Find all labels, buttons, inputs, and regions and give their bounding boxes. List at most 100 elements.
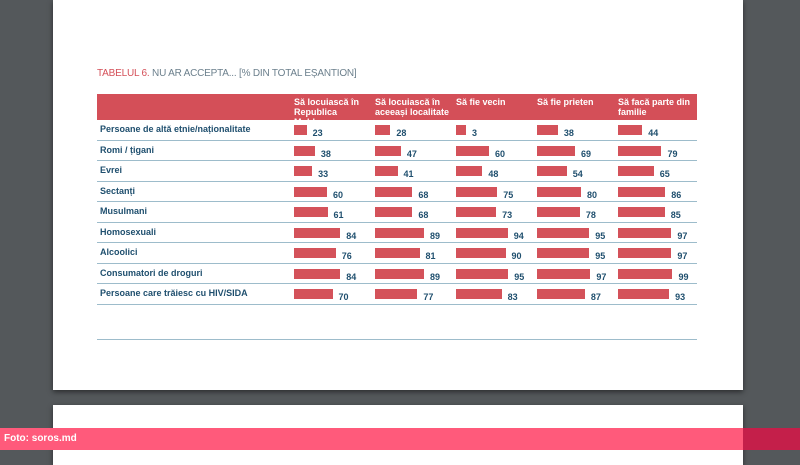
value-bar <box>618 289 670 299</box>
column-header: Să locuiască în aceeași localitate <box>375 97 450 117</box>
value-bar <box>537 289 585 299</box>
value-label: 95 <box>595 230 606 241</box>
value-label: 93 <box>675 292 686 302</box>
table-row: Homosexuali 84 89 94 95 97 <box>97 223 697 243</box>
table-row: Consumatori de droguri 84 89 95 97 99 <box>97 264 697 284</box>
value-label: 90 <box>511 251 522 261</box>
value-label: 76 <box>341 251 352 261</box>
value-bar <box>618 166 654 176</box>
value-bar <box>618 227 672 238</box>
value-bar <box>456 289 502 299</box>
value-bar <box>375 145 401 156</box>
table-row: Sectanți 60 68 75 80 86 <box>97 182 697 202</box>
value-label: 87 <box>590 292 601 302</box>
value-label: 47 <box>406 148 417 159</box>
value-bar <box>618 268 673 279</box>
value-bar <box>456 268 509 279</box>
value-bar <box>375 227 424 238</box>
value-label: 97 <box>677 230 688 241</box>
column-header: Să fie prieten <box>537 97 594 107</box>
value-bar <box>618 145 662 156</box>
value-label: 41 <box>403 169 414 179</box>
value-bar <box>294 145 315 156</box>
value-bar <box>456 227 508 238</box>
value-label: 69 <box>580 148 591 159</box>
value-bar <box>375 166 398 176</box>
row-label: Romi / țigani <box>100 144 154 155</box>
column-header: Să facă parte din familie <box>618 97 691 117</box>
value-bar <box>456 145 489 156</box>
value-label: 86 <box>671 189 682 200</box>
value-bar <box>618 125 643 135</box>
value-label: 33 <box>318 169 329 179</box>
value-bar <box>375 289 418 299</box>
caption-bar-accent <box>743 428 800 450</box>
value-label: 94 <box>513 230 524 241</box>
value-label: 85 <box>670 210 681 220</box>
value-bar <box>294 207 328 217</box>
value-bar <box>618 186 666 197</box>
value-bar <box>618 248 672 258</box>
column-header: Să locuiască în Republica Moldova <box>294 97 360 127</box>
value-bar <box>456 125 466 135</box>
table-row: Evrei 33 41 48 54 65 <box>97 161 697 182</box>
value-bar <box>294 289 333 299</box>
value-label: 83 <box>507 292 518 302</box>
value-label: 65 <box>659 169 670 179</box>
value-label: 77 <box>423 292 434 302</box>
value-bar <box>537 268 591 279</box>
table-row: Musulmani 61 68 73 78 85 <box>97 202 697 223</box>
value-label: 97 <box>677 251 688 261</box>
value-label: 99 <box>678 271 689 282</box>
value-label: 60 <box>495 148 506 159</box>
value-label: 78 <box>585 210 596 220</box>
row-label: Musulmani <box>100 206 148 216</box>
row-label: Persoane de altă etnie/naționalitate <box>100 124 251 134</box>
value-label: 68 <box>418 189 429 200</box>
value-label: 84 <box>346 271 357 282</box>
row-label: Alcoolici <box>100 247 138 257</box>
table-row: Persoane care trăiesc cu HIV/SIDA 70 77 83 8… <box>97 284 697 305</box>
value-label: 68 <box>418 210 429 220</box>
table-header: Să locuiască în Republica Moldova Să locu… <box>97 94 697 127</box>
value-bar <box>618 207 665 217</box>
value-label: 73 <box>502 210 513 220</box>
value-label: 89 <box>429 230 440 241</box>
value-bar <box>456 248 506 258</box>
value-bar <box>537 125 558 135</box>
value-label: 28 <box>396 128 407 138</box>
value-bar <box>294 268 341 279</box>
value-label: 80 <box>587 189 598 200</box>
value-bar <box>375 207 413 217</box>
value-bar <box>456 207 497 217</box>
value-label: 60 <box>333 189 344 200</box>
value-label: 75 <box>503 189 514 200</box>
photo-caption-bar: Foto: soros.md <box>0 428 743 450</box>
row-label: Persoane care trăiesc cu HIV/SIDA <box>100 288 248 298</box>
value-bar <box>537 207 580 217</box>
value-label: 48 <box>488 169 499 179</box>
row-label: Evrei <box>100 165 123 175</box>
value-label: 38 <box>563 128 574 138</box>
value-bar <box>456 186 498 197</box>
value-label: 97 <box>596 271 607 282</box>
value-bar <box>375 268 424 279</box>
row-label: Sectanți <box>100 185 136 196</box>
value-bar <box>537 145 575 156</box>
table-row: Persoane de altă etnie/naționalitate 23 28… <box>97 120 697 141</box>
value-bar <box>375 248 420 258</box>
table-title: TABELUL 6. NU AR ACCEPTA... [% DIN TOTAL… <box>97 68 357 79</box>
value-bar <box>375 125 391 135</box>
row-label: Consumatori de droguri <box>100 267 203 278</box>
value-bar <box>537 186 581 197</box>
value-bar <box>294 166 313 176</box>
value-bar <box>294 227 341 238</box>
value-bar <box>537 166 567 176</box>
value-label: 23 <box>312 128 323 138</box>
value-bar <box>294 186 327 197</box>
table-bottom-divider <box>97 339 697 340</box>
value-bar <box>456 166 483 176</box>
value-label: 79 <box>667 148 678 159</box>
value-label: 84 <box>346 230 357 241</box>
table-number: TABELUL 6. <box>97 68 150 79</box>
